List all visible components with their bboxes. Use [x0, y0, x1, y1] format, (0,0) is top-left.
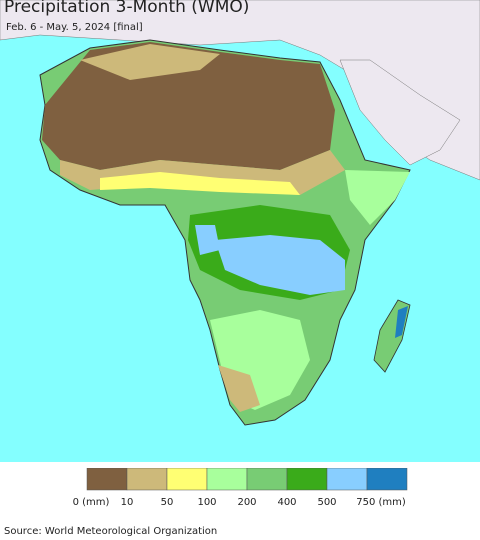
legend-swatch	[126, 468, 168, 491]
gabon-wet	[195, 225, 220, 255]
title: Precipitation 3-Month (WMO)	[4, 0, 250, 17]
sahel-south	[100, 172, 300, 195]
arabia	[339, 59, 461, 166]
legend-swatch	[206, 468, 248, 491]
legend-label: 750 (mm)	[356, 497, 406, 508]
source: Source: World Meteorological Organizatio…	[4, 526, 218, 537]
legend-swatch	[286, 468, 328, 491]
legend-swatch	[326, 468, 368, 491]
legend-swatch	[166, 468, 208, 491]
subtitle: Feb. 6 - May. 5, 2024 [final]	[6, 22, 143, 33]
north-coast	[80, 44, 220, 80]
legend: 0 (mm) 10 50 100 200 400 500 750 (mm)	[73, 468, 408, 508]
very-wet	[215, 235, 345, 295]
legend-label: 10	[121, 497, 134, 508]
southwest-dry	[218, 365, 260, 412]
madagascar-east	[395, 306, 408, 338]
legend-label: 500	[317, 497, 336, 508]
legend-swatch	[246, 468, 288, 491]
legend-swatch	[366, 468, 408, 491]
legend-label: 400	[277, 497, 296, 508]
legend-label: 0 (mm)	[73, 497, 110, 508]
legend-swatch	[86, 468, 128, 491]
legend-label: 50	[161, 497, 174, 508]
horn	[345, 170, 410, 225]
map	[0, 0, 480, 462]
legend-label: 100	[197, 497, 216, 508]
legend-label: 200	[237, 497, 256, 508]
